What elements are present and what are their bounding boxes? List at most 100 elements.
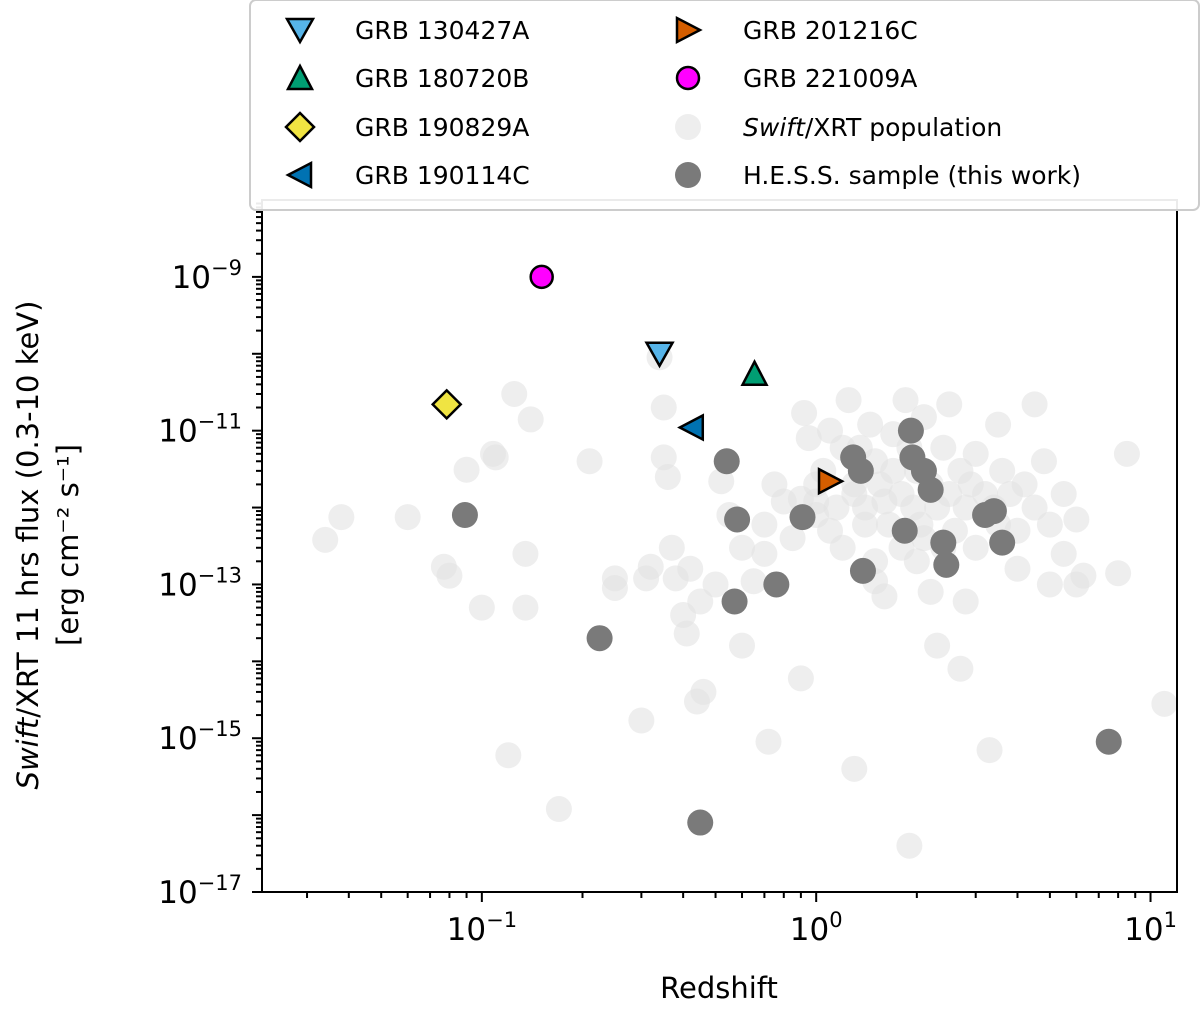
population-point xyxy=(512,540,539,567)
population-point xyxy=(1021,391,1048,418)
population-point xyxy=(751,511,778,538)
population-point xyxy=(930,434,957,461)
hess-sample-point xyxy=(724,506,751,533)
y-tick-label: 10−15 xyxy=(158,717,242,757)
x-axis-title: Redshift xyxy=(660,971,778,1005)
population-point xyxy=(751,540,778,567)
hess-sample-point xyxy=(1095,728,1122,755)
population-point xyxy=(1063,506,1090,533)
population-point xyxy=(755,728,782,755)
population-point xyxy=(962,440,989,467)
population-point xyxy=(857,411,884,438)
legend-grb-190829a-marker xyxy=(284,111,316,143)
legend-entry: GRB 190829A xyxy=(284,111,529,143)
population-point xyxy=(729,534,756,561)
population-point xyxy=(1151,690,1178,717)
population-point xyxy=(791,399,818,426)
population-point xyxy=(517,406,544,433)
population-point xyxy=(871,583,898,610)
population-point xyxy=(495,742,522,769)
population-point xyxy=(545,796,572,823)
population-point xyxy=(1004,555,1031,582)
hess-sample-point xyxy=(687,809,714,836)
population-point xyxy=(917,578,944,605)
population-point xyxy=(787,665,814,692)
population-point xyxy=(740,568,767,595)
legend-entry: GRB 221009A xyxy=(675,64,917,93)
grb-180720b-marker xyxy=(740,359,769,386)
population-point xyxy=(708,468,735,495)
hess-sample-point xyxy=(713,448,740,475)
legend-label: GRB 180720B xyxy=(355,64,529,93)
population-point xyxy=(829,534,856,561)
legend-grb-180720b-marker xyxy=(285,63,315,91)
legend-entry: GRB 180720B xyxy=(285,63,529,93)
highlight-points-layer xyxy=(430,264,1122,836)
legend-grb-190114c-marker xyxy=(285,160,313,190)
legend-label: H.E.S.S. sample (this work) xyxy=(743,161,1081,190)
population-point xyxy=(702,571,729,598)
population-point xyxy=(576,448,603,475)
y-tick-label: 10−17 xyxy=(158,871,242,911)
population-point xyxy=(1105,560,1132,587)
legend-label: GRB 201216C xyxy=(743,16,918,45)
legend-hess-marker xyxy=(675,162,701,188)
legend-entry: GRB 130427A xyxy=(284,16,529,45)
population-point xyxy=(312,526,339,553)
population-point xyxy=(512,594,539,621)
hess-sample-point xyxy=(933,551,960,578)
population-point xyxy=(468,594,495,621)
population-point xyxy=(654,463,681,490)
population-point xyxy=(436,562,463,589)
x-tick-label: 100 xyxy=(790,908,843,948)
population-point xyxy=(989,457,1016,484)
population-point xyxy=(936,391,963,418)
grb-130427a-marker xyxy=(644,341,675,369)
hess-sample-point xyxy=(980,498,1007,525)
population-point xyxy=(835,387,862,414)
population-point xyxy=(1070,562,1097,589)
hess-sample-point xyxy=(891,517,918,544)
legend-grb-221009a-marker xyxy=(675,65,701,91)
y-axis-title-italic: Swift xyxy=(11,716,45,789)
plot-area-frame xyxy=(261,199,1178,893)
population-point xyxy=(650,394,677,421)
x-tick-label: 10−1 xyxy=(447,908,517,948)
population-point xyxy=(1030,448,1057,475)
hess-sample-point xyxy=(917,476,944,503)
legend-label: GRB 190114C xyxy=(355,161,530,190)
x-axis-ticks: 10−1 100 101 xyxy=(306,892,1177,948)
population-point xyxy=(673,620,700,647)
population-point xyxy=(1050,481,1077,508)
legend-box xyxy=(249,0,1200,211)
population-point xyxy=(690,678,717,705)
legend-label: Swift/XRT population xyxy=(743,113,1002,142)
hess-sample-point xyxy=(847,457,874,484)
hess-sample-point xyxy=(586,625,613,652)
legend-grb-130427a-marker xyxy=(284,17,316,45)
population-point xyxy=(1036,511,1063,538)
population-point xyxy=(976,737,1003,764)
population-point xyxy=(601,565,628,592)
hess-sample-point xyxy=(930,529,957,556)
grb-201216c-marker xyxy=(817,467,845,496)
legend: GRB 130427A GRB 180720B GRB 190829A GRB 190… xyxy=(249,0,1200,211)
y-axis-title-line2: [erg cm⁻² s⁻¹] xyxy=(51,444,85,646)
population-point xyxy=(628,707,655,734)
hess-sample-point xyxy=(721,588,748,615)
legend-grb-201216c-marker xyxy=(675,15,703,45)
population-point xyxy=(896,832,923,859)
population-point xyxy=(1050,540,1077,567)
population-point xyxy=(677,555,704,582)
population-point xyxy=(779,525,806,552)
population-point xyxy=(1036,571,1063,598)
legend-label: GRB 221009A xyxy=(743,64,917,93)
population-point xyxy=(903,548,930,575)
population-point xyxy=(453,456,480,483)
legend-entry: GRB 190114C xyxy=(285,160,530,190)
legend-population-marker xyxy=(675,114,701,140)
y-axis-title: Swift/XRT 11 hrs flux (0.3-10 keV) [erg … xyxy=(11,301,85,790)
population-point xyxy=(823,494,850,521)
legend-entry: GRB 201216C xyxy=(675,15,918,45)
